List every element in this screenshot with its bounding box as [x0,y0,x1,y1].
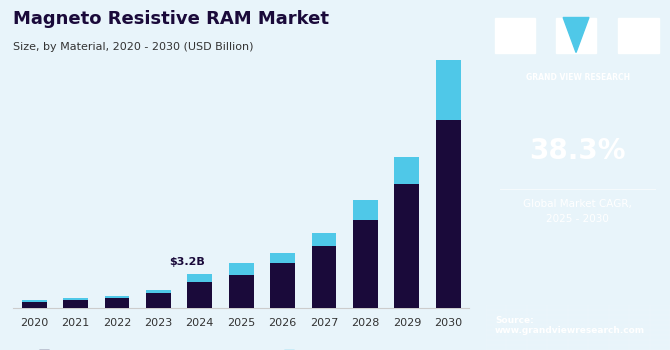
Bar [495,18,535,52]
Bar [105,296,129,298]
Bar [228,263,254,275]
Text: $3.2B: $3.2B [170,257,205,267]
Bar [436,120,461,308]
Legend: Spin-Transfer Torque MRAM (STT-MRAM), Toggle MRAM: Spin-Transfer Torque MRAM (STT-MRAM), To… [35,346,375,350]
Text: 38.3%: 38.3% [529,136,626,164]
Bar [21,302,46,308]
Text: Size, by Material, 2020 - 2030 (USD Billion): Size, by Material, 2020 - 2030 (USD Bill… [13,42,254,52]
Text: GRAND VIEW RESEARCH: GRAND VIEW RESEARCH [526,74,630,83]
Bar [63,298,88,300]
Bar [63,300,88,308]
Polygon shape [563,18,589,52]
Bar [312,233,336,246]
Bar [353,200,378,220]
Bar [146,293,171,308]
Bar [270,253,295,263]
Bar [395,184,419,308]
Bar [353,220,378,308]
Bar [105,298,129,308]
Bar [188,282,212,308]
Bar [618,18,659,52]
Bar [270,263,295,308]
Bar [436,60,461,120]
Text: Magneto Resistive RAM Market: Magneto Resistive RAM Market [13,10,330,28]
Bar [188,274,212,282]
Text: Source:
www.grandviewresearch.com: Source: www.grandviewresearch.com [495,316,645,335]
Bar [228,275,254,308]
Bar [312,246,336,308]
Text: Global Market CAGR,
2025 - 2030: Global Market CAGR, 2025 - 2030 [523,199,632,224]
Bar [21,300,46,302]
Bar [146,290,171,293]
Bar [395,157,419,184]
Bar [556,18,596,52]
